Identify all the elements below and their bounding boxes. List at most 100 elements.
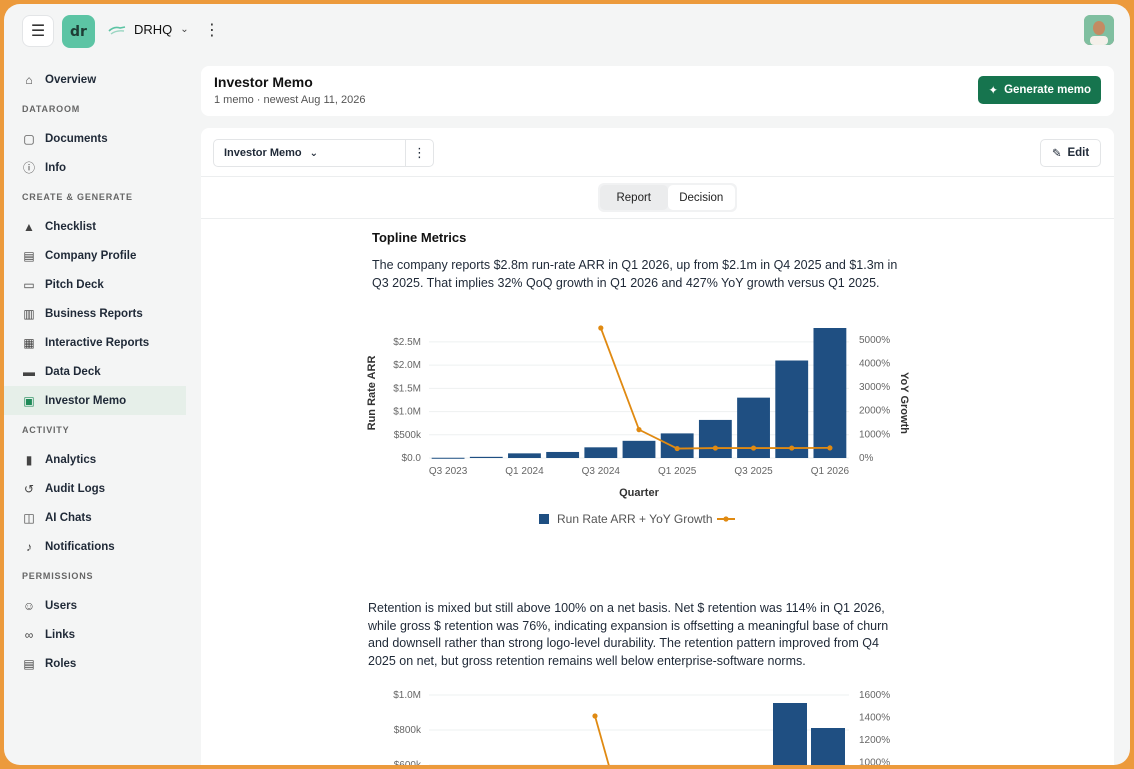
sidebar-item-info[interactable]: ⓘ Info [4, 153, 186, 182]
document-icon: ▢ [23, 131, 35, 146]
sidebar-item-pitch-deck[interactable]: ▭ Pitch Deck [4, 270, 186, 299]
chevron-down-icon: ⌄ [180, 24, 189, 35]
selected-memo-label: Investor Memo [224, 147, 302, 159]
memo-selector[interactable]: Investor Memo ⌄ ⋮ [213, 139, 434, 167]
y2-tick-label: 1600% [859, 690, 890, 701]
x-axis-label: Quarter [619, 487, 659, 499]
y-axis-label: Run Rate ARR [366, 356, 378, 431]
bar [813, 328, 847, 458]
edit-button[interactable]: ✎ Edit [1040, 139, 1101, 167]
bar [811, 728, 845, 765]
sidebar-item-analytics[interactable]: ▮ Analytics [4, 445, 186, 474]
sidebar-item-label: Investor Memo [45, 394, 127, 407]
memo-select-dropdown[interactable]: Investor Memo ⌄ [214, 147, 405, 159]
generate-memo-button[interactable]: ✦ Generate memo [978, 76, 1101, 104]
x-tick-label: Q3 2024 [582, 466, 621, 477]
users-icon: ☺ [22, 598, 36, 613]
y2-tick-label: 4000% [859, 358, 890, 369]
report-icon: ▥ [23, 306, 35, 321]
y2-tick-label: 1000% [859, 758, 890, 766]
sidebar-item-label: Roles [45, 657, 77, 670]
y-tick-label: $2.5M [393, 337, 421, 348]
sidebar-item-company-profile[interactable]: ▤ Company Profile [4, 241, 186, 270]
edit-label: Edit [1067, 147, 1090, 159]
sidebar-item-overview[interactable]: ⌂ Overview [4, 65, 186, 94]
workspace-switcher[interactable]: DRHQ ⌄ [108, 22, 189, 37]
roles-icon: ▤ [23, 656, 35, 671]
pencil-icon: ✎ [1051, 148, 1062, 160]
sidebar-item-business-reports[interactable]: ▥ Business Reports [4, 299, 186, 328]
sidebar-item-data-deck[interactable]: ▬ Data Deck [4, 357, 186, 386]
page-header: Investor Memo 1 memo · newest Aug 11, 20… [201, 66, 1114, 116]
view-tabs: Report Decision [598, 183, 737, 212]
workspace-icon [108, 25, 126, 35]
arr-growth-chart: $0.0 $500k $1.0M $1.5M $2.0M $2.5M 0% 1000% 2000… [366, 325, 910, 526]
y-tick-label: $1.5M [393, 383, 421, 394]
bar [431, 457, 465, 459]
chart-icon: ▮ [25, 452, 33, 467]
y2-tick-label: 0% [859, 453, 874, 464]
y-tick-label: $2.0M [393, 360, 421, 371]
sidebar-item-label: Company Profile [45, 249, 137, 262]
sidebar-item-label: Users [45, 599, 77, 612]
legend-swatch-bars [539, 514, 549, 524]
y2-axis-label: YoY Growth [898, 372, 910, 434]
bar [660, 433, 694, 458]
y-tick-label: $1.0M [393, 407, 421, 418]
sidebar-item-label: Notifications [45, 540, 115, 553]
deck-icon: ▭ [23, 277, 35, 292]
sidebar-item-notifications[interactable]: ♪ Notifications [4, 532, 186, 561]
bar [469, 456, 503, 458]
avatar[interactable] [1084, 15, 1114, 45]
growth-point [750, 445, 757, 451]
bar [773, 703, 807, 765]
y2-tick-label: 1200% [859, 735, 890, 746]
workspace-name: DRHQ [134, 22, 173, 37]
divider [201, 176, 1114, 177]
generate-memo-label: Generate memo [1004, 84, 1091, 96]
sidebar-item-users[interactable]: ☺ Users [4, 591, 186, 620]
y-tick-label: $0.0 [402, 453, 422, 464]
data-icon: ▬ [23, 364, 35, 379]
memo-options-icon[interactable]: ⋮ [405, 140, 433, 166]
menu-toggle-button[interactable]: ☰ [22, 15, 54, 47]
sidebar-item-investor-memo[interactable]: ▣ Investor Memo [4, 386, 186, 415]
sidebar-item-documents[interactable]: ▢ Documents [4, 124, 186, 153]
bar [622, 440, 656, 458]
growth-point [636, 427, 642, 433]
growth-point [827, 445, 833, 451]
sidebar-item-label: AI Chats [45, 511, 92, 524]
x-tick-label: Q1 2024 [505, 466, 544, 477]
x-tick-label: Q3 2025 [734, 466, 773, 477]
bell-icon: ♪ [26, 539, 32, 554]
x-tick-label: Q1 2026 [811, 466, 850, 477]
sidebar-item-label: Overview [45, 73, 97, 86]
company-icon: ▤ [23, 248, 35, 263]
sidebar-item-checklist[interactable]: ▲ Checklist [4, 212, 186, 241]
bar [698, 419, 732, 458]
history-icon: ↺ [23, 481, 35, 496]
y2-tick-label: 1400% [859, 713, 890, 724]
sidebar-item-ai-chats[interactable]: ◫ AI Chats [4, 503, 186, 532]
y2-tick-label: 1000% [859, 429, 890, 440]
tab-report[interactable]: Report [600, 185, 668, 210]
more-options-icon[interactable]: ⋮ [204, 22, 220, 39]
tab-decision[interactable]: Decision [667, 185, 735, 210]
bar [584, 447, 618, 458]
sidebar: ⌂ Overview DATAROOM ▢ Documents ⓘ Info C… [4, 62, 186, 765]
sidebar-item-label: Audit Logs [45, 482, 106, 495]
home-icon: ⌂ [25, 72, 33, 87]
table-icon: ▦ [23, 335, 35, 350]
sidebar-item-interactive-reports[interactable]: ▦ Interactive Reports [4, 328, 186, 357]
sidebar-item-label: Data Deck [45, 365, 101, 378]
section-create-generate: CREATE & GENERATE [22, 192, 133, 202]
retention-chart: $600k $800k $1.0M 1000% 1200% 1400% 1600% [393, 690, 890, 766]
paragraph: Retention is mixed but still above 100% … [368, 601, 889, 668]
sidebar-item-links[interactable]: ∞ Links [4, 620, 186, 649]
app-logo[interactable]: dr [62, 15, 95, 48]
chat-icon: ◫ [23, 510, 35, 525]
y-tick-label: $800k [394, 725, 422, 736]
sidebar-item-audit-logs[interactable]: ↺ Audit Logs [4, 474, 186, 503]
sidebar-item-roles[interactable]: ▤ Roles [4, 649, 186, 678]
y2-tick-label: 2000% [859, 406, 890, 417]
